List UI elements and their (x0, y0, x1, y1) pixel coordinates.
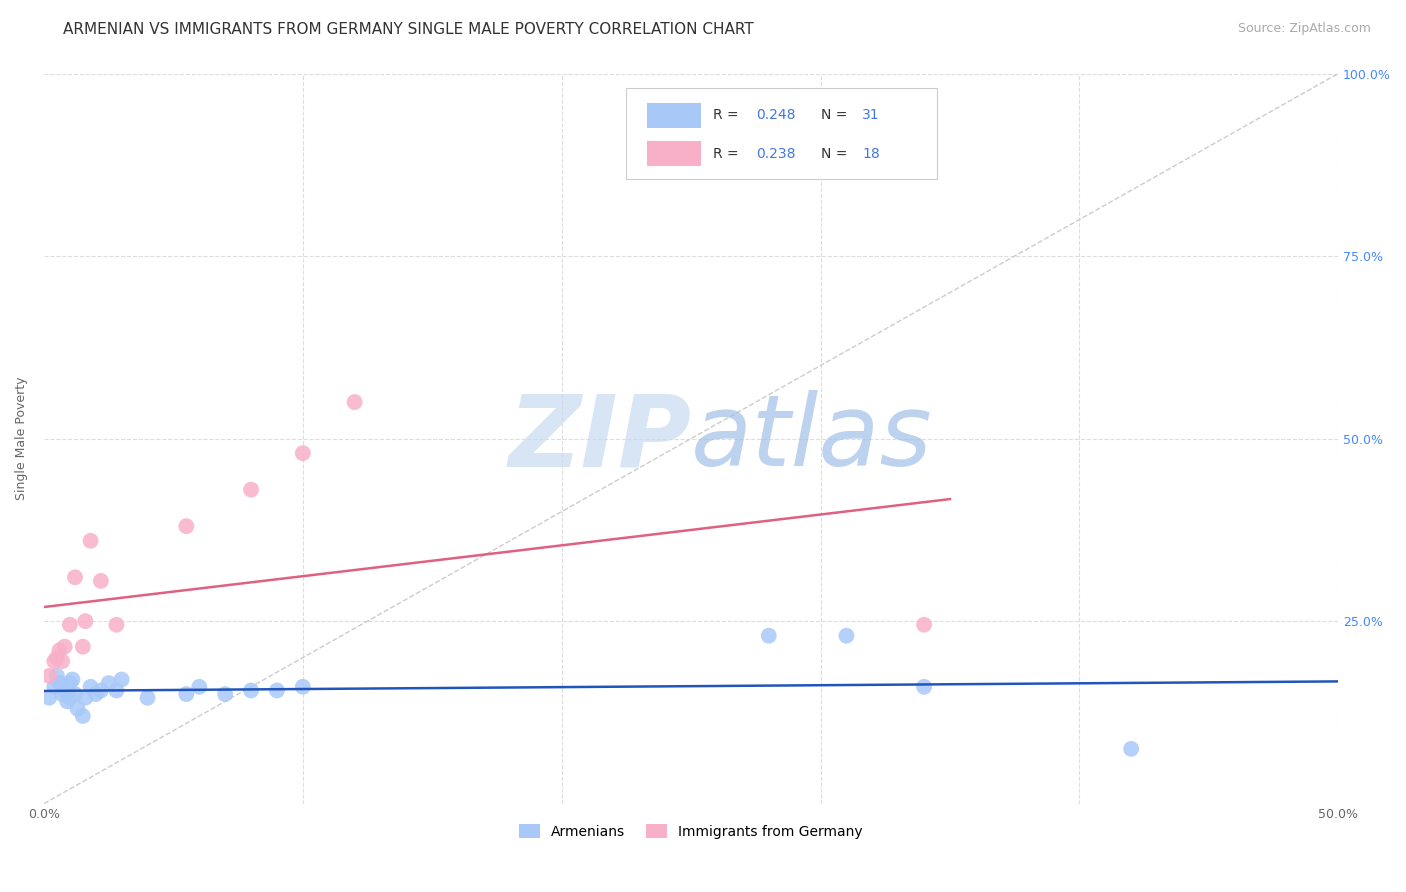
Point (75, 614, 97, 628)
Point (912, 680, 935, 694)
Text: 0.238: 0.238 (756, 147, 796, 161)
Point (44, 654, 66, 668)
Point (45, 650, 67, 665)
Text: N =: N = (821, 108, 851, 122)
Point (72, 709, 94, 723)
Point (176, 687, 198, 701)
FancyBboxPatch shape (647, 103, 702, 128)
Point (758, 629, 780, 643)
Point (240, 683, 263, 698)
Point (79, 680, 101, 694)
Point (291, 446, 314, 460)
Point (59, 617, 82, 632)
Point (62, 673, 84, 687)
Point (835, 629, 858, 643)
Point (266, 683, 288, 698)
Point (291, 680, 314, 694)
Point (90, 574, 112, 588)
Point (72, 640, 94, 654)
Point (56, 694, 79, 708)
Point (59, 690, 82, 705)
Point (51, 654, 73, 668)
Point (53, 640, 76, 654)
Point (111, 673, 134, 687)
Point (53, 683, 76, 698)
Text: 31: 31 (862, 108, 880, 122)
Point (66, 702, 89, 716)
Point (1121, 742, 1143, 756)
Point (214, 687, 236, 701)
Text: ARMENIAN VS IMMIGRANTS FROM GERMANY SINGLE MALE POVERTY CORRELATION CHART: ARMENIAN VS IMMIGRANTS FROM GERMANY SING… (63, 22, 754, 37)
Point (90, 683, 112, 698)
Point (97, 676, 120, 690)
Point (105, 617, 128, 632)
Text: N =: N = (821, 147, 851, 161)
Point (48, 643, 70, 657)
Legend: Armenians, Immigrants from Germany: Armenians, Immigrants from Germany (513, 818, 869, 844)
Text: Source: ZipAtlas.com: Source: ZipAtlas.com (1237, 22, 1371, 36)
Text: atlas: atlas (692, 390, 932, 487)
FancyBboxPatch shape (647, 142, 702, 166)
Point (105, 683, 128, 698)
Point (63, 570, 86, 584)
Point (79, 533, 101, 548)
Point (48, 676, 70, 690)
Text: R =: R = (713, 108, 744, 122)
Point (136, 690, 159, 705)
Point (51, 687, 73, 701)
Y-axis label: Single Male Poverty: Single Male Poverty (15, 376, 28, 500)
Point (45, 669, 67, 683)
Point (188, 680, 211, 694)
Point (44, 680, 66, 694)
Text: R =: R = (713, 147, 744, 161)
Point (240, 483, 263, 497)
Text: 18: 18 (862, 147, 880, 161)
Point (75, 690, 97, 705)
Point (38, 669, 60, 683)
Point (59, 676, 82, 690)
Text: ZIP: ZIP (508, 390, 692, 487)
Point (84, 687, 107, 701)
Point (912, 617, 935, 632)
Point (38, 690, 60, 705)
Text: 0.248: 0.248 (756, 108, 796, 122)
FancyBboxPatch shape (627, 88, 936, 179)
Point (343, 395, 366, 409)
Point (63, 687, 86, 701)
Point (176, 519, 198, 533)
